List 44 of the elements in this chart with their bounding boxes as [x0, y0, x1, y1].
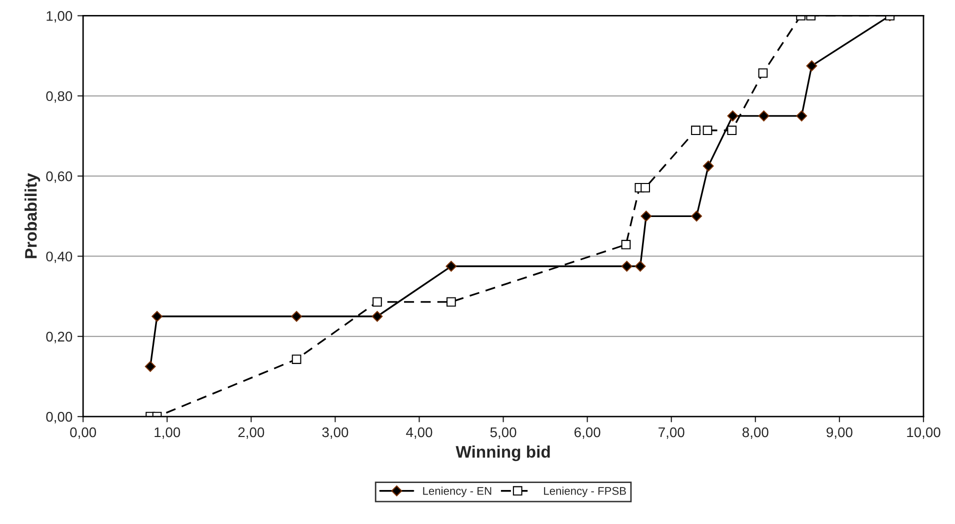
point	[640, 183, 650, 192]
point	[621, 240, 631, 250]
legend-label: Leniency - EN	[423, 486, 492, 498]
point	[758, 68, 768, 78]
point	[446, 297, 456, 307]
point	[291, 310, 302, 322]
y-tick-label: 0,80	[46, 91, 72, 103]
point	[152, 310, 162, 322]
x-tick-label: 0,00	[70, 427, 96, 439]
x-tick-label: 7,00	[658, 427, 684, 439]
x-tick-label: 8,00	[742, 427, 768, 439]
point	[691, 210, 702, 222]
point	[758, 110, 770, 122]
y-tick-label: 0,60	[46, 171, 72, 183]
point	[806, 60, 818, 72]
point	[691, 126, 700, 136]
x-axis-title: Winning bid	[456, 446, 550, 462]
point	[727, 126, 737, 136]
y-tick-label: 0,00	[46, 412, 72, 424]
x-tick-label: 3,00	[322, 427, 348, 439]
y-axis-title: Probability	[24, 173, 40, 258]
y-tick-label: 0,20	[46, 332, 72, 344]
x-tick-label: 6,00	[574, 427, 600, 439]
point	[446, 260, 457, 272]
point	[292, 354, 302, 364]
legend-label: Leniency - FPSB	[544, 486, 626, 498]
x-tick-label: 5,00	[490, 427, 516, 439]
point	[796, 110, 808, 122]
point	[144, 361, 156, 372]
point	[640, 210, 652, 222]
point	[702, 160, 714, 172]
x-tick-label: 1,00	[154, 427, 180, 439]
point	[372, 310, 383, 322]
y-tick-label: 1,00	[46, 11, 72, 23]
x-tick-label: 9,00	[826, 427, 852, 439]
x-tick-label: 4,00	[406, 427, 432, 439]
x-tick-label: 2,00	[238, 427, 264, 439]
y-tick-label: 0,40	[46, 252, 72, 264]
point	[702, 126, 712, 136]
x-tick-label: 10,00	[907, 427, 940, 439]
point	[727, 110, 738, 122]
point	[621, 260, 632, 272]
point	[634, 260, 646, 272]
point	[372, 297, 382, 307]
